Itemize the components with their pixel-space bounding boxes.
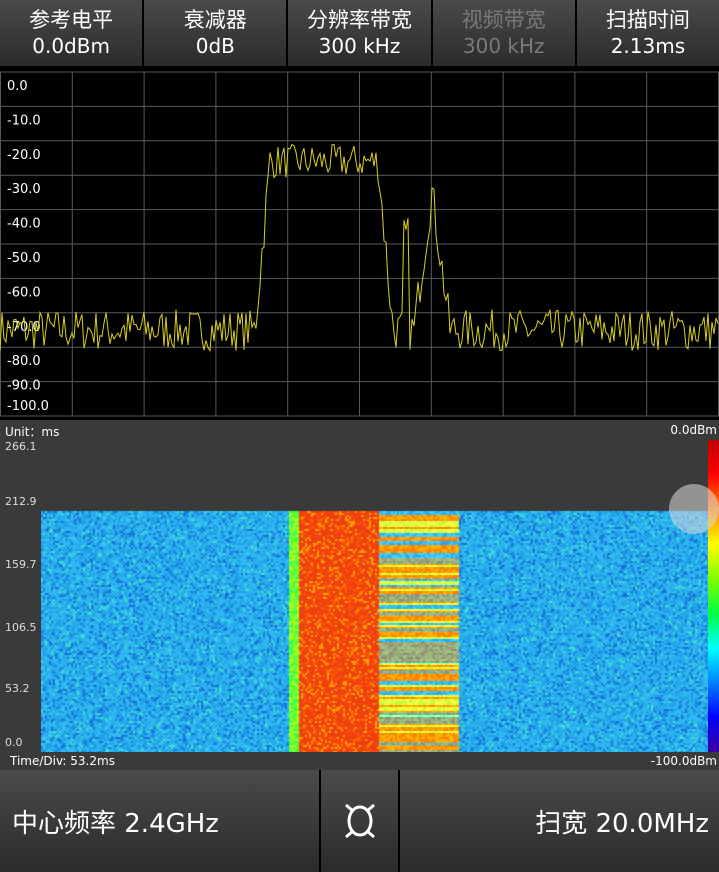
time-division-bar: Time/Div: 53.2ms -100.0dBm [0, 752, 719, 770]
spectrum-y-label: -50.0 [7, 251, 41, 266]
spectrum-y-label: -30.0 [7, 182, 41, 197]
antenna-switch-icon [344, 803, 375, 839]
sweep-time-label: 扫描时间 [605, 8, 690, 32]
spectrum-y-label: -60.0 [7, 285, 41, 300]
bottom-bar: 中心频率 2.4GHz 扫宽 20.0MHz [0, 770, 719, 872]
waterfall-y-label: 159.7 [5, 558, 37, 571]
ref-level-label: 参考电平 [29, 8, 114, 32]
span-button[interactable]: 扫宽 20.0MHz [400, 770, 719, 872]
sweep-time-value: 2.13ms [610, 34, 686, 58]
attenuator-button[interactable]: 衰减器 0dB [144, 0, 287, 66]
vbw-label: 视频带宽 [461, 8, 546, 32]
spectrum-y-label: -10.0 [7, 113, 41, 128]
ref-level-button[interactable]: 参考电平 0.0dBm [0, 0, 143, 66]
span-label: 扫宽 20.0MHz [535, 808, 709, 839]
ref-dbm-label: 0.0dBm [670, 423, 717, 437]
spectrum-trace [0, 143, 719, 353]
center-frequency-button[interactable]: 中心频率 2.4GHz [0, 770, 319, 872]
sweep-time-button[interactable]: 扫描时间 2.13ms [576, 0, 719, 66]
waterfall-plot[interactable]: 266.1 212.9 159.7 106.5 53.2 0.0 [0, 440, 719, 752]
unit-label: Unit：ms [5, 425, 60, 439]
waterfall-canvas [41, 440, 708, 752]
waterfall-y-label: 53.2 [5, 682, 30, 695]
spectrum-y-label: -100.0 [7, 399, 49, 414]
vbw-value: 300 kHz [462, 34, 545, 58]
rbw-button[interactable]: 分辨率带宽 300 kHz [288, 0, 431, 66]
waterfall-scroll-handle[interactable] [669, 484, 719, 534]
spectrum-y-label: -40.0 [7, 217, 41, 232]
spectrum-graph: 0.0-10.0-20.0-30.0-40.0-50.0-60.0-70.0-8… [0, 71, 719, 417]
vbw-button[interactable]: 视频带宽 300 kHz [432, 0, 575, 66]
rbw-label: 分辨率带宽 [307, 8, 412, 32]
rbw-value: 300 kHz [318, 34, 401, 58]
min-dbm-label: -100.0dBm [650, 754, 717, 768]
spectrum-y-label: -80.0 [7, 354, 41, 369]
center-frequency-label: 中心频率 2.4GHz [12, 808, 219, 839]
color-scale-bar [708, 440, 719, 752]
spectrum-y-label: -20.0 [7, 148, 41, 163]
parameter-bar: 参考电平 0.0dBm 衰减器 0dB 分辨率带宽 300 kHz 视频带宽 3… [0, 0, 719, 68]
spectrum-y-label: -90.0 [7, 379, 41, 394]
attenuator-label: 衰减器 [183, 8, 247, 32]
waterfall-y-label: 266.1 [5, 440, 37, 453]
waterfall-info-bar: Unit：ms 0.0dBm [0, 420, 719, 440]
ref-level-value: 0.0dBm [32, 34, 110, 58]
waterfall-y-label: 0.0 [5, 736, 23, 749]
waterfall-y-label: 106.5 [5, 621, 37, 634]
waterfall-y-label: 212.9 [5, 495, 37, 508]
attenuator-value: 0dB [195, 34, 235, 58]
antenna-switch-button[interactable] [321, 770, 398, 872]
time-div-label: Time/Div: 53.2ms [10, 754, 115, 768]
spectrum-y-label: 0.0 [7, 79, 28, 94]
spectrum-plot[interactable]: 0.0 -10.0 -20.0 -30.0 -40.0 -50.0 -60.0 -70.0 -8… [0, 68, 719, 420]
